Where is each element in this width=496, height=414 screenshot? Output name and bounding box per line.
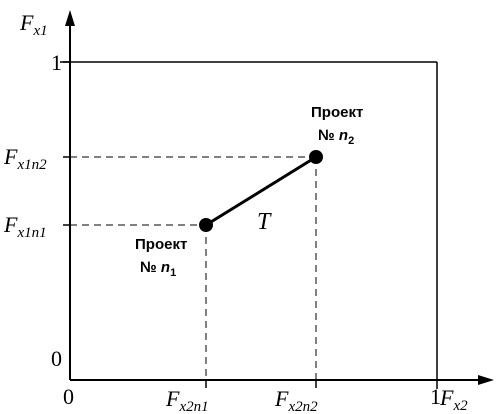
point-project-2 bbox=[309, 150, 323, 164]
point-project-1 bbox=[199, 218, 213, 232]
label-zero-y: 0 bbox=[51, 346, 62, 371]
point2-label-line1: Проект bbox=[311, 104, 363, 121]
label-zero-x: 0 bbox=[63, 384, 74, 409]
y-axis-label: Fx1 bbox=[19, 10, 48, 39]
x-axis-arrow bbox=[478, 375, 494, 385]
x-tick-left-label: Fx2n1 bbox=[165, 386, 209, 414]
y-tick-lower-label: Fx1n1 bbox=[3, 212, 47, 241]
label-one-y: 1 bbox=[51, 50, 62, 75]
point1-label-line1: Проект bbox=[135, 236, 187, 253]
x-axis-label: Fx2 bbox=[439, 385, 468, 414]
segment-label: T bbox=[257, 209, 272, 235]
point1-label-line2: № n1 bbox=[140, 259, 176, 279]
x-tick-right-label: Fx2n2 bbox=[274, 386, 318, 414]
y-axis-arrow bbox=[65, 10, 75, 26]
segment-t bbox=[205, 155, 317, 227]
y-tick-upper-label: Fx1n2 bbox=[3, 144, 47, 173]
label-one-x: 1 bbox=[430, 384, 441, 409]
point2-label-line2: № n2 bbox=[318, 127, 354, 147]
